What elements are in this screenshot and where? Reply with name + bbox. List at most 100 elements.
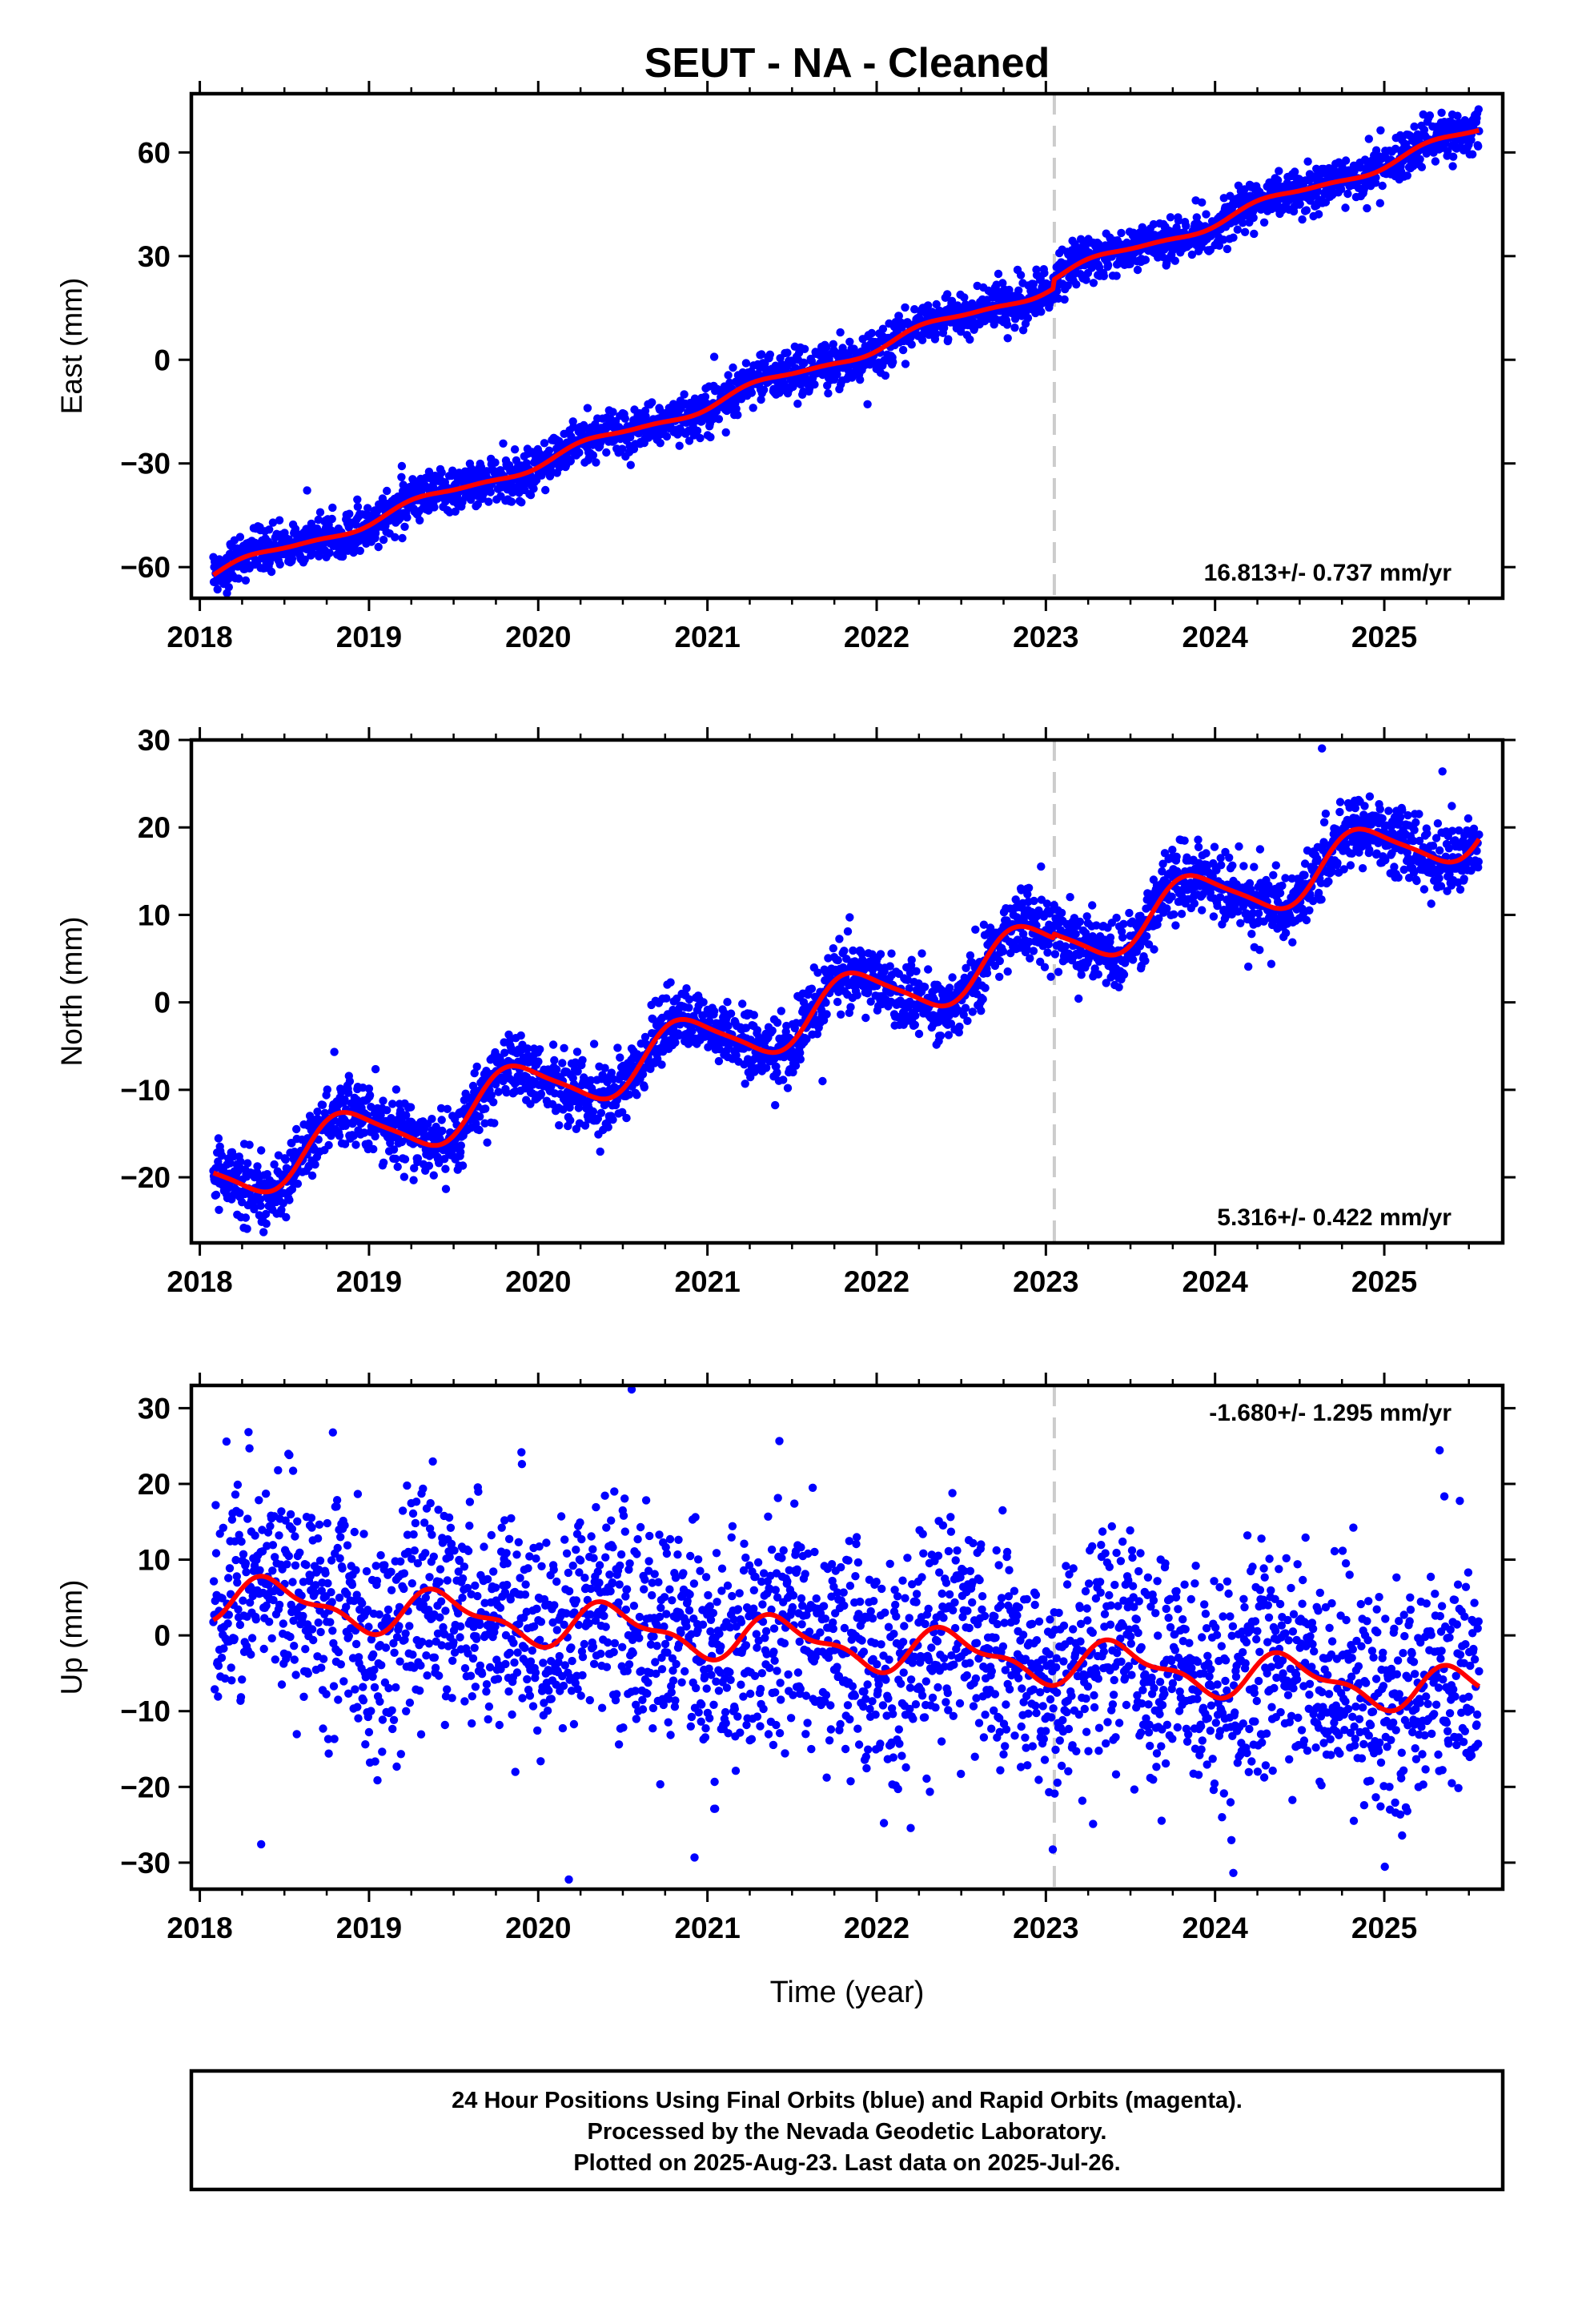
model-fit-line — [211, 127, 1480, 577]
data-point — [588, 451, 598, 460]
data-point — [836, 328, 845, 337]
data-point — [715, 1044, 724, 1054]
data-point — [777, 1007, 785, 1015]
data-point — [1018, 326, 1028, 335]
data-point — [1024, 883, 1034, 893]
data-point — [583, 404, 592, 412]
data-point — [924, 965, 933, 974]
data-point — [833, 997, 842, 1007]
data-point — [685, 1003, 693, 1012]
data-point — [1437, 108, 1446, 117]
data-point — [833, 370, 841, 379]
data-point — [490, 1119, 499, 1128]
data-point — [241, 1213, 251, 1222]
data-point — [580, 420, 588, 430]
data-point — [960, 293, 969, 302]
data-point — [1066, 893, 1074, 902]
data-point — [1003, 967, 1012, 976]
data-point — [757, 350, 766, 359]
data-point — [340, 1140, 350, 1148]
data-point — [486, 488, 495, 497]
data-point — [379, 1158, 388, 1168]
data-point — [705, 1017, 714, 1026]
data-point — [773, 1018, 782, 1027]
data-point — [338, 552, 347, 561]
data-point — [600, 1063, 609, 1072]
data-point — [1050, 950, 1060, 959]
data-point — [901, 360, 910, 368]
data-point — [255, 1195, 265, 1204]
data-point — [371, 1132, 379, 1141]
data-point — [285, 1196, 294, 1204]
data-point — [753, 1026, 762, 1035]
data-point — [473, 500, 482, 509]
data-point — [1061, 942, 1070, 951]
data-point — [1217, 861, 1226, 870]
data-point — [413, 1154, 423, 1163]
data-point — [924, 301, 933, 310]
data-point — [586, 1076, 596, 1085]
data-point — [215, 1205, 223, 1215]
data-point — [1219, 235, 1228, 244]
data-point — [1229, 233, 1238, 242]
data-point — [608, 1116, 617, 1124]
data-point — [680, 390, 689, 399]
data-point — [846, 1003, 855, 1011]
x-tick-label: 2025 — [1351, 621, 1417, 653]
data-point — [403, 513, 412, 522]
data-point — [476, 1112, 484, 1121]
data-point — [1228, 861, 1237, 870]
data-point — [917, 949, 926, 958]
data-point — [675, 441, 684, 450]
data-point — [837, 1010, 845, 1019]
data-point — [328, 503, 337, 513]
data-point — [920, 983, 930, 991]
data-point — [540, 439, 549, 448]
data-point — [982, 969, 992, 978]
data-point — [441, 1184, 451, 1193]
data-point — [783, 348, 792, 357]
data-point — [241, 576, 251, 585]
data-point — [1302, 206, 1311, 215]
data-point — [1314, 210, 1323, 219]
data-point — [1074, 994, 1083, 1003]
data-point — [977, 1007, 986, 1015]
data-point — [1099, 271, 1109, 280]
data-point — [1170, 256, 1180, 265]
data-point — [281, 1155, 290, 1164]
data-point — [400, 522, 409, 531]
data-point — [1233, 225, 1243, 234]
data-point — [1194, 842, 1203, 852]
data-point — [1239, 219, 1247, 227]
data-point — [1198, 906, 1207, 915]
data-point — [438, 1126, 447, 1136]
data-point — [1094, 970, 1103, 979]
data-point — [267, 567, 276, 577]
data-point — [303, 486, 311, 495]
data-point — [523, 1044, 532, 1053]
data-point — [323, 1085, 331, 1094]
data-point — [1063, 281, 1072, 290]
data-point — [424, 1161, 434, 1170]
data-point — [353, 495, 362, 504]
data-point — [1125, 908, 1134, 918]
data-point — [559, 1105, 568, 1114]
data-point — [613, 1043, 622, 1052]
data-point — [389, 1145, 399, 1154]
data-point — [807, 984, 817, 993]
data-point — [226, 1159, 235, 1168]
data-point — [261, 1209, 271, 1219]
data-point — [1378, 181, 1387, 191]
data-point — [861, 1013, 870, 1023]
data-point — [430, 503, 439, 512]
data-point — [1166, 213, 1175, 222]
data-point — [1054, 294, 1063, 303]
data-point — [440, 1155, 449, 1164]
data-point — [536, 1089, 546, 1099]
data-point — [968, 1007, 978, 1016]
data-point — [682, 984, 691, 993]
data-point — [640, 1083, 648, 1092]
data-point — [994, 269, 1003, 279]
data-point — [383, 486, 391, 496]
data-point — [307, 519, 316, 529]
